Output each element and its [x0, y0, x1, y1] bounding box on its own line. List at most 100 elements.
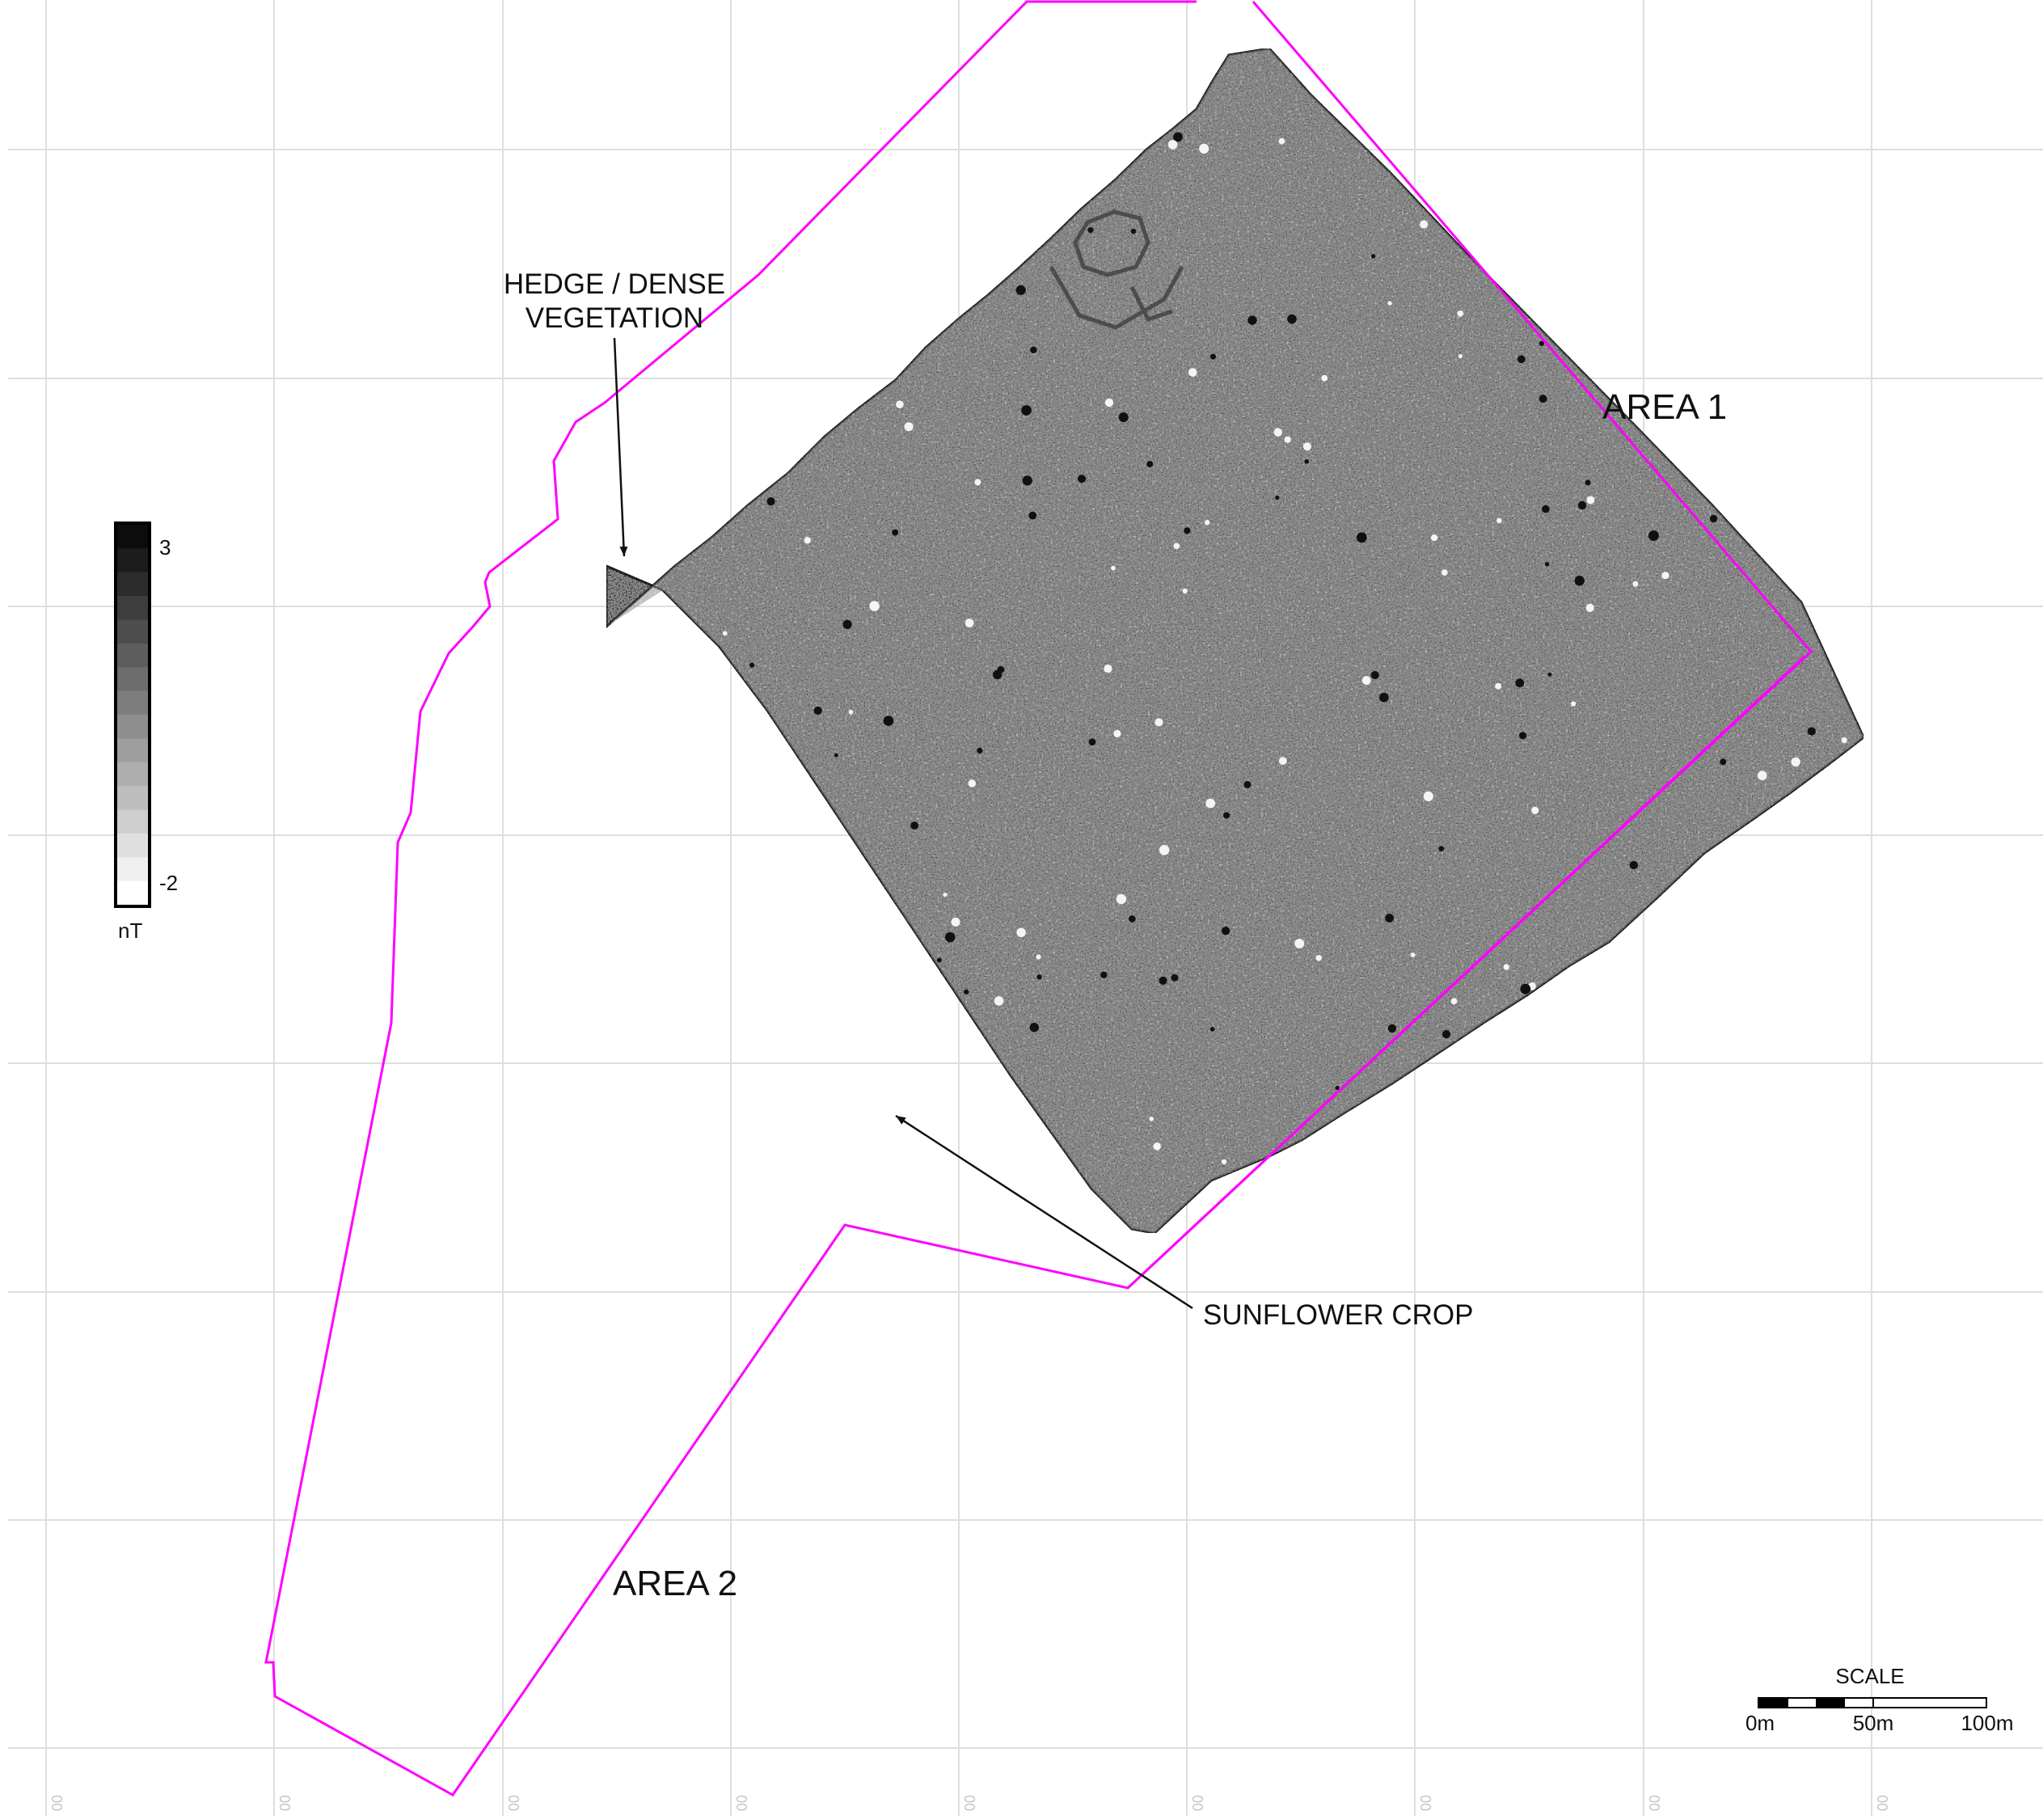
hedge-label-line2: VEGETATION	[526, 302, 703, 334]
dipole-spot	[1648, 530, 1659, 541]
dipole-anomalies	[722, 132, 1847, 1165]
area-2-label: AREA 2	[613, 1564, 737, 1603]
dipole-spot	[1223, 812, 1230, 819]
dipole-spot	[1036, 954, 1041, 960]
dipole-spot	[1370, 254, 1376, 259]
dipole-spot	[1539, 340, 1544, 346]
legend-ramp-step	[117, 572, 148, 597]
legend-ramp-step	[117, 596, 148, 620]
dipole-spot	[1087, 227, 1094, 234]
legend-ramp-step	[117, 857, 148, 882]
legend-ramp-step	[117, 809, 148, 834]
legend-ramp-step	[117, 525, 148, 549]
dipole-spot	[1520, 983, 1531, 994]
dipole-spot	[1184, 527, 1191, 534]
dipole-spot	[1807, 727, 1816, 736]
dipole-spot	[896, 400, 904, 409]
legend-ramp-step	[117, 667, 148, 692]
dipole-spot	[1544, 562, 1550, 567]
dipole-spot	[944, 931, 956, 943]
grid-coord-label: 00	[962, 1795, 978, 1811]
dipole-spot	[1632, 581, 1639, 587]
dipole-spot	[1574, 576, 1585, 586]
dipole-spot	[1517, 355, 1526, 364]
dipole-spot	[1356, 532, 1367, 543]
dipole-spot	[1188, 368, 1197, 377]
dipole-spot	[1159, 976, 1167, 985]
dipole-spot	[1077, 475, 1087, 484]
dipole-spot	[1441, 1030, 1451, 1039]
dipole-spot	[1423, 791, 1433, 802]
dipole-spot	[1247, 315, 1257, 325]
dipole-spot	[1515, 678, 1525, 688]
dipole-spot	[1503, 964, 1510, 970]
dipole-spot	[904, 422, 914, 432]
legend-ramp-step	[117, 548, 148, 573]
dipole-spot	[1370, 670, 1379, 680]
dipole-spot	[848, 709, 854, 715]
dipole-spot	[1205, 798, 1216, 809]
dipole-spot	[977, 747, 983, 754]
dipole-spot	[1159, 845, 1170, 855]
area-1-lower-edge	[1126, 655, 1806, 1290]
dipole-spot	[943, 893, 948, 897]
hedge-label-line1: HEDGE / DENSE	[504, 268, 725, 300]
dipole-spot	[1015, 285, 1026, 295]
dipole-spot	[1171, 973, 1179, 982]
dipole-spot	[804, 537, 811, 544]
dipole-spot	[974, 479, 981, 486]
dipole-spot	[1016, 927, 1026, 938]
dipole-spot	[910, 821, 918, 830]
dipole-spot	[1154, 718, 1163, 727]
dipole-spot	[1495, 682, 1502, 690]
dipole-spot	[1458, 354, 1463, 359]
dipole-spot	[1199, 143, 1209, 154]
dipole-spot	[1287, 314, 1297, 324]
legend-ramp-step	[117, 786, 148, 810]
hedge-arrow	[613, 337, 628, 557]
dipole-spot	[1100, 971, 1108, 979]
dipole-spot	[1629, 860, 1639, 870]
dipole-spot	[1302, 442, 1311, 451]
grid-coord-label: 00	[734, 1795, 750, 1811]
dipole-spot	[1243, 780, 1252, 788]
dipole-spot	[1539, 395, 1547, 403]
dipole-spot	[1387, 1024, 1397, 1033]
dipole-spot	[965, 619, 974, 627]
area-1-boundary	[264, 0, 1813, 1797]
dipole-spot	[1104, 664, 1112, 674]
dipole-spot	[1167, 140, 1178, 150]
dipole-spot	[1315, 955, 1322, 961]
value-legend: 3 -2 nT	[114, 522, 178, 943]
legend-max-label: 3	[159, 535, 171, 560]
dipole-spot	[1577, 500, 1587, 510]
grid-coordinate-labels: 00 00 00 00 00 00 00 00 00	[49, 1795, 1891, 1811]
dipole-spot	[1450, 998, 1458, 1005]
dipole-spot	[1441, 569, 1448, 576]
dipole-spot	[1385, 914, 1394, 923]
scale-label-50: 50m	[1853, 1711, 1894, 1735]
dipole-spot	[1273, 428, 1283, 437]
dipole-spot	[813, 706, 822, 716]
legend-ramp-step	[117, 619, 148, 644]
dipole-spot	[1709, 514, 1718, 523]
scale-label-0: 0m	[1745, 1711, 1775, 1735]
dipole-spot	[1531, 806, 1539, 815]
dipole-spot	[1146, 461, 1154, 467]
grid-coord-label: 00	[1190, 1795, 1206, 1811]
dipole-spot	[1030, 346, 1037, 353]
grid-coord-label: 00	[277, 1795, 293, 1811]
grid-coord-label: 00	[49, 1795, 65, 1811]
dipole-spot	[1036, 974, 1042, 980]
dipole-spot	[1149, 1117, 1154, 1121]
site-boundaries	[264, 0, 1813, 1797]
dipole-spot	[883, 716, 894, 726]
dipole-spot	[1173, 132, 1183, 142]
dipole-spot	[1335, 1085, 1340, 1091]
dipole-spot	[1841, 737, 1847, 744]
dipole-spot	[892, 529, 899, 536]
annotations: HEDGE / DENSE VEGETATION SUNFLOWER CROP …	[504, 268, 1727, 1603]
dipole-spot	[1028, 511, 1037, 520]
grid-coord-label: 00	[1418, 1795, 1434, 1811]
dipole-spot	[869, 601, 880, 611]
